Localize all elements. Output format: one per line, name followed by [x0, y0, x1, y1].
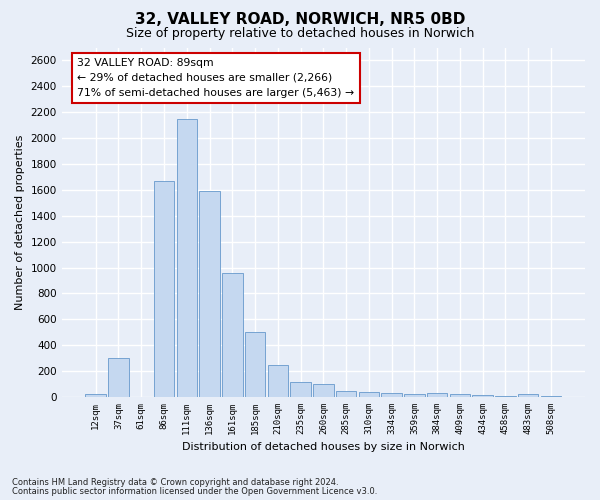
Bar [359, 392, 379, 397]
Bar [449, 394, 470, 397]
Bar [518, 394, 538, 397]
Text: Contains HM Land Registry data © Crown copyright and database right 2024.: Contains HM Land Registry data © Crown c… [12, 478, 338, 487]
Bar [268, 364, 288, 397]
Bar [222, 273, 242, 397]
Bar [495, 396, 515, 397]
Bar [313, 384, 334, 397]
Bar [541, 396, 561, 397]
Bar [199, 191, 220, 397]
X-axis label: Distribution of detached houses by size in Norwich: Distribution of detached houses by size … [182, 442, 465, 452]
Bar [404, 394, 425, 397]
Bar [472, 395, 493, 397]
Bar [336, 390, 356, 397]
Text: 32 VALLEY ROAD: 89sqm
← 29% of detached houses are smaller (2,266)
71% of semi-d: 32 VALLEY ROAD: 89sqm ← 29% of detached … [77, 58, 355, 98]
Y-axis label: Number of detached properties: Number of detached properties [15, 134, 25, 310]
Text: Size of property relative to detached houses in Norwich: Size of property relative to detached ho… [126, 28, 474, 40]
Bar [108, 358, 129, 397]
Bar [382, 392, 402, 397]
Text: Contains public sector information licensed under the Open Government Licence v3: Contains public sector information licen… [12, 487, 377, 496]
Bar [154, 181, 174, 397]
Bar [85, 394, 106, 397]
Text: 32, VALLEY ROAD, NORWICH, NR5 0BD: 32, VALLEY ROAD, NORWICH, NR5 0BD [135, 12, 465, 28]
Bar [245, 332, 265, 397]
Bar [176, 118, 197, 397]
Bar [427, 393, 448, 397]
Bar [290, 382, 311, 397]
